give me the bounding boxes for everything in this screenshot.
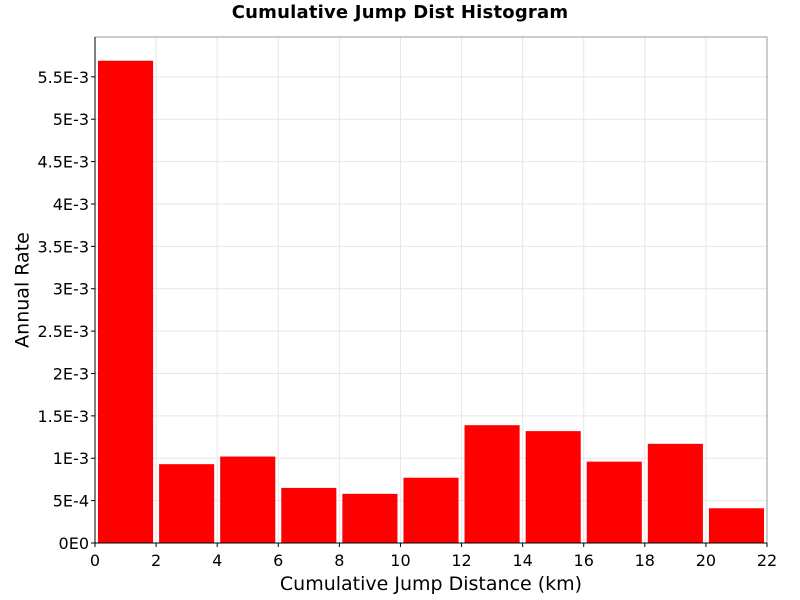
y-tick-label-11: 5.5E-3 xyxy=(37,68,89,87)
y-tick-labels: 0E0 5E-4 1E-3 1.5E-3 2E-3 2.5E-3 3E-3 3.5E-3 4E-… xyxy=(37,68,89,553)
x-tick-label-4: 8 xyxy=(334,551,344,570)
bar-2 xyxy=(220,456,276,543)
x-tick-label-9: 18 xyxy=(635,551,655,570)
chart-title: Cumulative Jump Dist Histogram xyxy=(231,2,569,23)
y-tick-label-0: 0E0 xyxy=(59,534,89,553)
y-tick-label-6: 3E-3 xyxy=(53,280,89,299)
y-tick-label-2: 1E-3 xyxy=(53,449,89,468)
bar-3 xyxy=(281,487,337,543)
bar-8 xyxy=(586,461,642,543)
x-tick-label-8: 16 xyxy=(574,551,594,570)
y-tick-label-4: 2E-3 xyxy=(53,364,89,383)
y-tick-label-3: 1.5E-3 xyxy=(37,407,89,426)
x-tick-label-2: 4 xyxy=(212,551,222,570)
bar-6 xyxy=(464,425,520,543)
x-tick-label-10: 20 xyxy=(696,551,716,570)
x-tick-labels: 0 2 4 6 8 10 12 14 16 18 20 22 xyxy=(90,551,777,570)
x-tick-label-7: 14 xyxy=(512,551,532,570)
x-tick-label-11: 22 xyxy=(757,551,777,570)
x-tick-label-0: 0 xyxy=(90,551,100,570)
bar-4 xyxy=(342,493,398,543)
y-axis-label: Annual Rate xyxy=(12,232,34,348)
bar-1 xyxy=(159,464,215,543)
x-tick-label-6: 12 xyxy=(451,551,471,570)
bar-9 xyxy=(647,443,703,543)
y-tick-label-7: 3.5E-3 xyxy=(37,237,89,256)
x-tick-label-5: 10 xyxy=(390,551,410,570)
bar-5 xyxy=(403,477,459,543)
bar-10 xyxy=(708,508,764,543)
x-tick-label-1: 2 xyxy=(151,551,161,570)
bar-7 xyxy=(525,431,581,543)
y-tick-label-5: 2.5E-3 xyxy=(37,322,89,341)
y-tick-label-10: 5E-3 xyxy=(53,110,89,129)
bar-0 xyxy=(98,60,154,543)
x-tick-label-3: 6 xyxy=(273,551,283,570)
y-tick-label-9: 4.5E-3 xyxy=(37,153,89,172)
y-tick-label-8: 4E-3 xyxy=(53,195,89,214)
axes xyxy=(91,37,768,547)
y-tick-label-1: 5E-4 xyxy=(53,492,89,511)
bars xyxy=(98,60,764,543)
x-axis-label: Cumulative Jump Distance (km) xyxy=(280,573,582,595)
